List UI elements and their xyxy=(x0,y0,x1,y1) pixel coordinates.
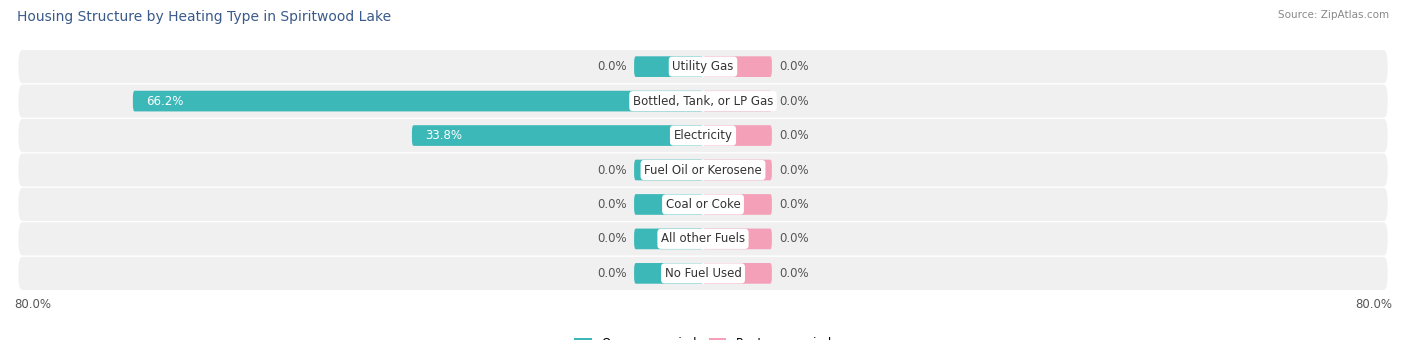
Text: 33.8%: 33.8% xyxy=(425,129,461,142)
Text: All other Fuels: All other Fuels xyxy=(661,233,745,245)
Text: Bottled, Tank, or LP Gas: Bottled, Tank, or LP Gas xyxy=(633,95,773,107)
Text: 0.0%: 0.0% xyxy=(598,267,627,280)
FancyBboxPatch shape xyxy=(703,56,772,77)
Text: 80.0%: 80.0% xyxy=(14,298,51,311)
Text: 0.0%: 0.0% xyxy=(779,233,808,245)
Text: Housing Structure by Heating Type in Spiritwood Lake: Housing Structure by Heating Type in Spi… xyxy=(17,10,391,24)
FancyBboxPatch shape xyxy=(703,91,772,112)
FancyBboxPatch shape xyxy=(18,188,1388,221)
Text: 0.0%: 0.0% xyxy=(598,233,627,245)
FancyBboxPatch shape xyxy=(634,228,703,249)
FancyBboxPatch shape xyxy=(18,119,1388,152)
FancyBboxPatch shape xyxy=(703,228,772,249)
FancyBboxPatch shape xyxy=(703,263,772,284)
FancyBboxPatch shape xyxy=(18,222,1388,255)
Text: Fuel Oil or Kerosene: Fuel Oil or Kerosene xyxy=(644,164,762,176)
FancyBboxPatch shape xyxy=(18,50,1388,83)
FancyBboxPatch shape xyxy=(18,85,1388,118)
Text: 0.0%: 0.0% xyxy=(598,198,627,211)
Text: Utility Gas: Utility Gas xyxy=(672,60,734,73)
FancyBboxPatch shape xyxy=(634,263,703,284)
Text: Coal or Coke: Coal or Coke xyxy=(665,198,741,211)
FancyBboxPatch shape xyxy=(18,257,1388,290)
Text: 0.0%: 0.0% xyxy=(779,198,808,211)
Text: Source: ZipAtlas.com: Source: ZipAtlas.com xyxy=(1278,10,1389,20)
Text: No Fuel Used: No Fuel Used xyxy=(665,267,741,280)
Legend: Owner-occupied, Renter-occupied: Owner-occupied, Renter-occupied xyxy=(574,337,832,340)
FancyBboxPatch shape xyxy=(412,125,703,146)
Text: 0.0%: 0.0% xyxy=(779,267,808,280)
Text: 80.0%: 80.0% xyxy=(1355,298,1392,311)
Text: 66.2%: 66.2% xyxy=(146,95,183,107)
FancyBboxPatch shape xyxy=(634,160,703,180)
FancyBboxPatch shape xyxy=(703,125,772,146)
Text: 0.0%: 0.0% xyxy=(598,164,627,176)
Text: 0.0%: 0.0% xyxy=(779,129,808,142)
FancyBboxPatch shape xyxy=(703,194,772,215)
Text: 0.0%: 0.0% xyxy=(598,60,627,73)
Text: 0.0%: 0.0% xyxy=(779,95,808,107)
FancyBboxPatch shape xyxy=(134,91,703,112)
Text: 0.0%: 0.0% xyxy=(779,164,808,176)
Text: Electricity: Electricity xyxy=(673,129,733,142)
FancyBboxPatch shape xyxy=(18,153,1388,187)
FancyBboxPatch shape xyxy=(703,160,772,180)
FancyBboxPatch shape xyxy=(634,194,703,215)
FancyBboxPatch shape xyxy=(634,56,703,77)
Text: 0.0%: 0.0% xyxy=(779,60,808,73)
